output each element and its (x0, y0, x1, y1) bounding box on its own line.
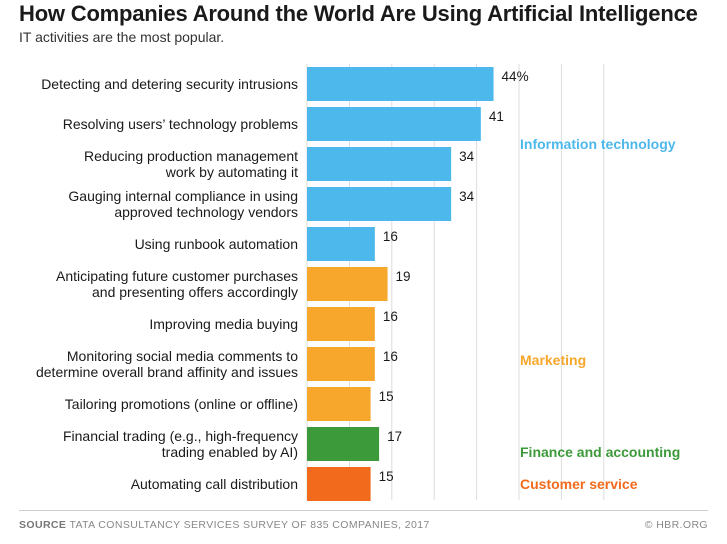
value-label: 16 (383, 349, 398, 364)
category-label: Improving media buying (149, 316, 298, 332)
bars (307, 67, 494, 501)
source-text: TATA CONSULTANCY SERVICES SURVEY OF 835 … (69, 519, 430, 531)
value-label: 17 (387, 429, 402, 444)
group-label: Marketing (520, 352, 586, 368)
value-label: 44% (502, 69, 529, 84)
value-label: 19 (396, 269, 411, 284)
value-label: 34 (459, 189, 475, 204)
group-labels: Information technology Marketing Finance a… (520, 136, 680, 492)
bar (307, 107, 481, 141)
footer-divider (19, 510, 708, 511)
category-label: Anticipating future customer purchases an… (56, 268, 298, 300)
value-label: 15 (379, 389, 394, 404)
category-label: Reducing production management work by au… (84, 148, 298, 180)
bar (307, 187, 452, 221)
credit: © HBR.ORG (644, 519, 708, 531)
chart-subtitle: IT activities are the most popular. (19, 29, 225, 45)
category-label: Detecting and detering security intrusio… (41, 76, 298, 92)
category-label: Resolving users’ technology problems (63, 116, 298, 132)
bar (307, 307, 375, 341)
value-labels: 44% 41 34 34 16 19 16 16 15 17 15 (379, 69, 529, 484)
bar (307, 267, 388, 301)
group-label: Finance and accounting (520, 444, 680, 460)
value-label: 15 (379, 469, 394, 484)
category-label: Using runbook automation (135, 236, 298, 252)
bar (307, 67, 494, 101)
source-prefix: SOURCE (19, 519, 67, 531)
category-label: Automating call distribution (131, 476, 298, 492)
category-label: Monitoring social media comments to deter… (36, 348, 298, 380)
chart-title: How Companies Around the World Are Using… (19, 1, 698, 26)
value-label: 16 (383, 229, 398, 244)
bar (307, 387, 371, 421)
source-note: SOURCE TATA CONSULTANCY SERVICES SURVEY … (19, 519, 430, 531)
bar (307, 147, 452, 181)
bar (307, 427, 380, 461)
bar (307, 467, 371, 501)
category-label: Tailoring promotions (online or offline) (65, 396, 298, 412)
value-label: 16 (383, 309, 398, 324)
bar (307, 347, 375, 381)
value-label: 34 (459, 149, 475, 164)
bar (307, 227, 375, 261)
value-label: 41 (489, 109, 504, 124)
category-label: Financial trading (e.g., high-frequency t… (63, 428, 298, 460)
category-labels: Detecting and detering security intrusio… (36, 76, 298, 492)
group-label: Customer service (520, 476, 638, 492)
group-label: Information technology (520, 136, 676, 152)
category-label: Gauging internal compliance in using appr… (68, 188, 298, 220)
